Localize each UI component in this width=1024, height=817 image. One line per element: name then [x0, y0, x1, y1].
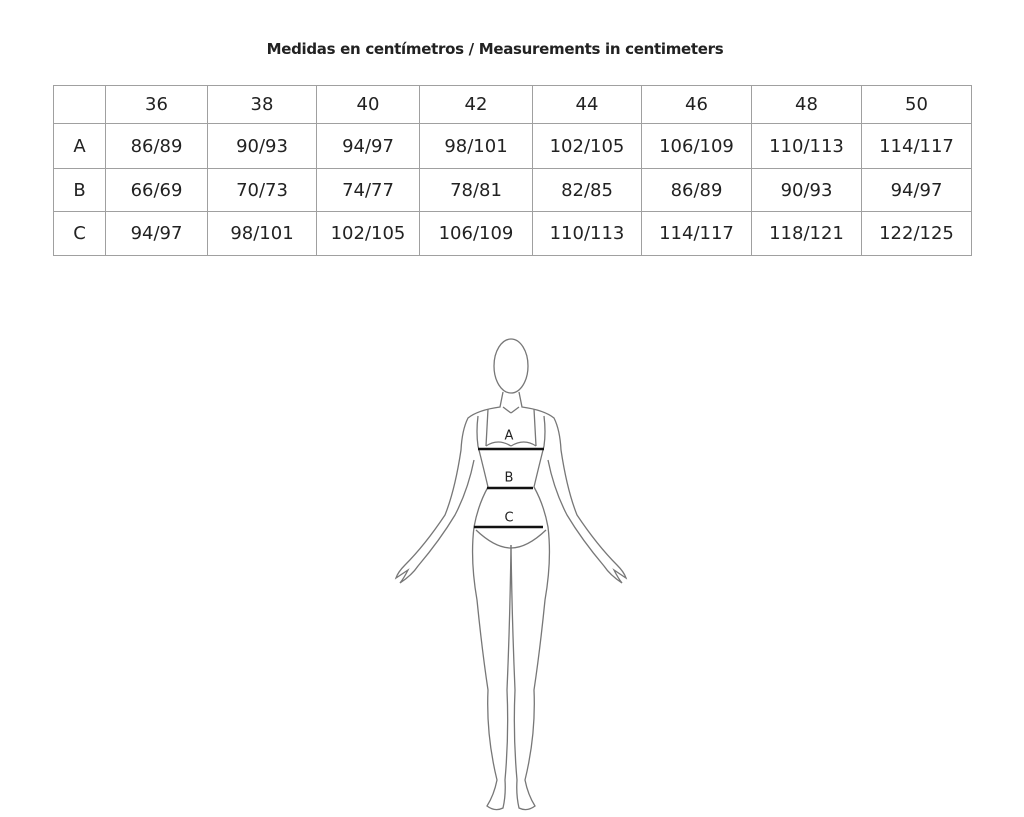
header-row: 36 38 40 42 44 46 48 50 [53, 85, 972, 124]
table-row: B 66/69 70/73 74/77 78/81 82/85 86/89 90/93 94/9… [53, 168, 972, 212]
figure-label: A [505, 429, 514, 444]
figure-label: B [505, 471, 514, 486]
cell: 122/125 [861, 211, 972, 256]
cell: 118/121 [751, 211, 862, 256]
cell: 94/97 [105, 211, 208, 256]
cell: 86/89 [105, 123, 208, 169]
size-table: 36 38 40 42 44 46 48 50 A 86/89 90/93 94/97 98/101 10… [53, 85, 972, 256]
cell: 66/69 [105, 168, 208, 212]
cell: 110/113 [532, 211, 642, 256]
cell: 102/105 [532, 123, 642, 169]
column-header: 40 [316, 85, 420, 124]
cell: 106/109 [641, 123, 752, 169]
measure-lines [474, 447, 544, 529]
cell: 94/97 [861, 168, 972, 212]
cell: 90/93 [751, 168, 862, 212]
title: Medidas en centímetros / Measurements in… [266, 40, 724, 58]
row-label: C [53, 211, 106, 256]
cell: 110/113 [751, 123, 862, 169]
cell: 102/105 [316, 211, 420, 256]
row-label: A [53, 123, 106, 169]
table-row: C 94/97 98/101 102/105 106/109 110/113 114/117… [53, 211, 972, 256]
figure-label: C [504, 511, 513, 526]
table-row: A 86/89 90/93 94/97 98/101 102/105 106/109 110/… [53, 123, 972, 169]
cell: 86/89 [641, 168, 752, 212]
body-outline [394, 338, 627, 811]
corner-cell [53, 85, 106, 124]
column-header: 36 [105, 85, 208, 124]
cell: 90/93 [207, 123, 317, 169]
cell: 114/117 [641, 211, 752, 256]
cell: 98/101 [207, 211, 317, 256]
column-header: 46 [641, 85, 752, 124]
column-header: 48 [751, 85, 862, 124]
cell: 94/97 [316, 123, 420, 169]
column-header: 50 [861, 85, 972, 124]
cell: 70/73 [207, 168, 317, 212]
cell: 98/101 [419, 123, 533, 169]
